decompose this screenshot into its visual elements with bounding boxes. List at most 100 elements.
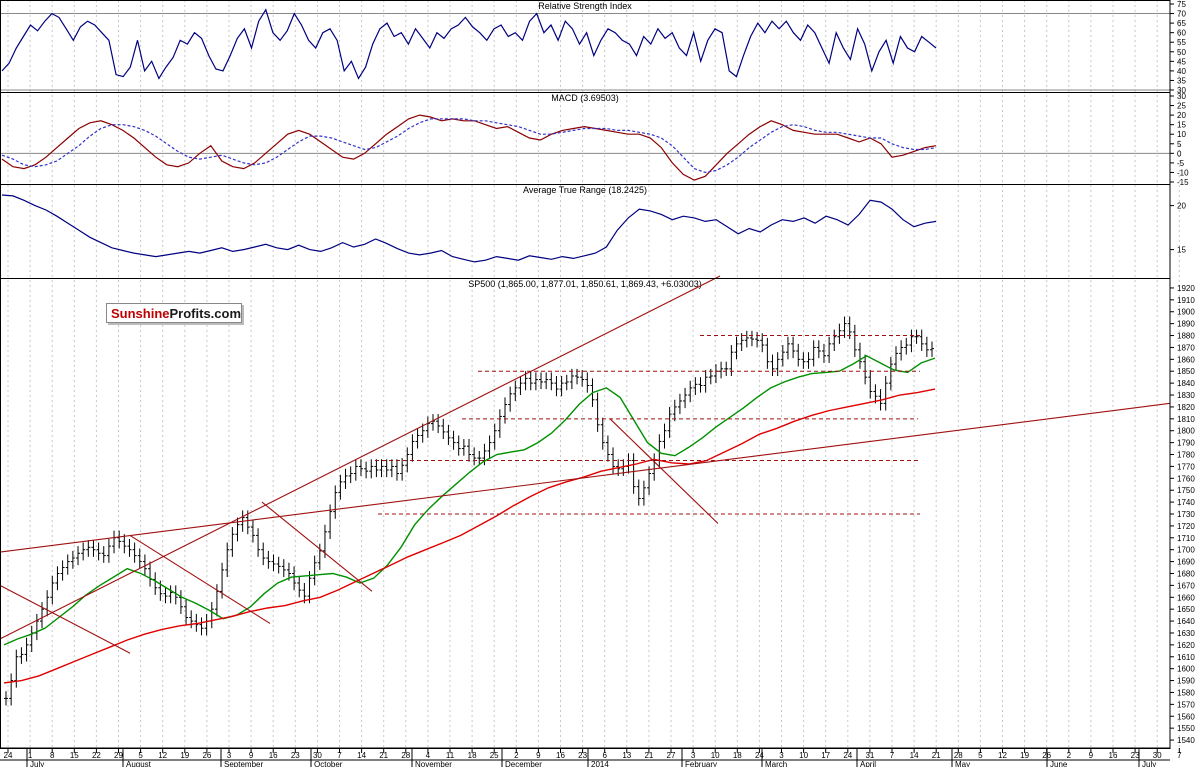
x-tick-label: 7	[1177, 751, 1182, 760]
x-tick-label: 9	[249, 751, 254, 760]
y-tick-label: 15	[1177, 121, 1186, 130]
month-label: February	[685, 760, 717, 767]
y-tick-label: 1570	[1177, 700, 1195, 709]
month-label: March	[765, 760, 787, 767]
x-tick-label: 3	[779, 751, 784, 760]
y-tick-label: 1890	[1177, 320, 1195, 329]
panel-frame	[0, 0, 1171, 93]
macd-panel: MACD (3.69503)	[1, 93, 937, 181]
y-tick-label: 1720	[1177, 522, 1195, 531]
trend-line	[609, 418, 719, 524]
x-tick-label: 29	[114, 751, 123, 760]
trend-line	[0, 584, 131, 654]
y-tick-label: 30	[1177, 92, 1186, 101]
y-tick-label: 1680	[1177, 569, 1195, 578]
y-tick-label: 1870	[1177, 343, 1195, 352]
y-tick-label: 1910	[1177, 296, 1195, 305]
logo-part-1: Sunshine	[111, 306, 170, 321]
x-tick-label: 7	[890, 751, 895, 760]
month-label: June	[1050, 760, 1068, 767]
y-tick-label: 30	[1177, 86, 1186, 95]
rsi-panel: Relative Strength Index	[1, 1, 937, 80]
x-tick-label: 21	[644, 751, 653, 760]
x-tick-label: 21	[379, 751, 388, 760]
y-tick-label: 20	[1177, 202, 1186, 211]
y-tick-label: 15	[1177, 246, 1186, 255]
x-tick-label: 31	[865, 751, 874, 760]
y-tick-label: 1590	[1177, 677, 1195, 686]
y-tick-label: -10	[1177, 168, 1189, 177]
price-panel: SP500 (1,865.00, 1,877.01, 1,850.61, 1,8…	[0, 275, 1171, 706]
month-label: July	[30, 760, 44, 767]
y-tick-label: 1670	[1177, 581, 1195, 590]
x-tick-label: 19	[180, 751, 189, 760]
moving-average-short	[3, 354, 936, 646]
y-tick-label: 1850	[1177, 367, 1195, 376]
x-tick-label: 3	[691, 751, 696, 760]
y-tick-label: 1540	[1177, 736, 1195, 745]
x-tick-label: 25	[490, 751, 499, 760]
trend-line	[0, 402, 1171, 553]
y-tick-label: 20	[1177, 111, 1186, 120]
x-tick-label: 23	[1131, 751, 1140, 760]
y-tick-label: 1840	[1177, 379, 1195, 388]
y-tick-label: 1920	[1177, 284, 1195, 293]
y-tick-label: 1760	[1177, 474, 1195, 483]
y-tick-label: 50	[1177, 48, 1186, 57]
y-tick-label: 5	[1177, 140, 1182, 149]
y-tick-label: 1600	[1177, 665, 1195, 674]
y-tick-label: 1880	[1177, 332, 1195, 341]
atr-panel: Average True Range (18.2425)	[1, 185, 937, 263]
x-tick-label: 18	[733, 751, 742, 760]
x-tick-label: 28	[401, 751, 410, 760]
x-tick-label: 30	[1153, 751, 1162, 760]
month-label: May	[955, 760, 970, 767]
macd-signal-line	[1, 118, 937, 174]
panel-frames	[0, 0, 1171, 749]
y-tick-label: 1650	[1177, 605, 1195, 614]
x-tick-label: 28	[954, 751, 963, 760]
x-tick-label: 9	[1089, 751, 1094, 760]
x-tick-label: 23	[578, 751, 587, 760]
y-tick-label: 1610	[1177, 653, 1195, 662]
month-label: December	[505, 760, 542, 767]
panel-frame	[0, 92, 1171, 185]
x-tick-label: 3	[227, 751, 232, 760]
y-tick-label: 1790	[1177, 439, 1195, 448]
x-tick-label: 12	[998, 751, 1007, 760]
atr-line	[1, 194, 937, 263]
y-tick-label: 1580	[1177, 688, 1195, 697]
y-tick-label: 1820	[1177, 403, 1195, 412]
month-label: July	[1142, 760, 1156, 767]
rsi-line	[1, 8, 937, 80]
x-tick-label: 12	[158, 751, 167, 760]
x-tick-label: 7	[337, 751, 342, 760]
x-tick-label: 27	[667, 751, 676, 760]
x-tick-label: 30	[313, 751, 322, 760]
y-tick-label: 1660	[1177, 593, 1195, 602]
y-tick-label: 1690	[1177, 558, 1195, 567]
x-tick-label: 10	[711, 751, 720, 760]
y-tick-label: -5	[1177, 159, 1185, 168]
month-label: September	[224, 760, 263, 767]
trend-line	[129, 534, 271, 624]
x-tick-label: 10	[799, 751, 808, 760]
x-tick-label: 19	[1020, 751, 1029, 760]
y-tick-label: -15	[1177, 178, 1189, 187]
y-tick-label: 65	[1177, 19, 1186, 28]
y-tick-label: 1830	[1177, 391, 1195, 400]
x-tick-label: 16	[269, 751, 278, 760]
y-tick-label: 75	[1177, 0, 1186, 9]
x-tick-label: 24	[4, 751, 13, 760]
y-tick-label: 1770	[1177, 462, 1195, 471]
y-tick-label: 1550	[1177, 724, 1195, 733]
panel-frame	[0, 184, 1171, 279]
y-tick-label: 1780	[1177, 451, 1195, 460]
y-tick-label: 0	[1177, 149, 1182, 158]
x-tick-label: 13	[622, 751, 631, 760]
x-tick-label: 9	[536, 751, 541, 760]
y-tick-label: 1800	[1177, 427, 1195, 436]
x-tick-label: 22	[92, 751, 101, 760]
y-tick-label: 1810	[1177, 415, 1195, 424]
